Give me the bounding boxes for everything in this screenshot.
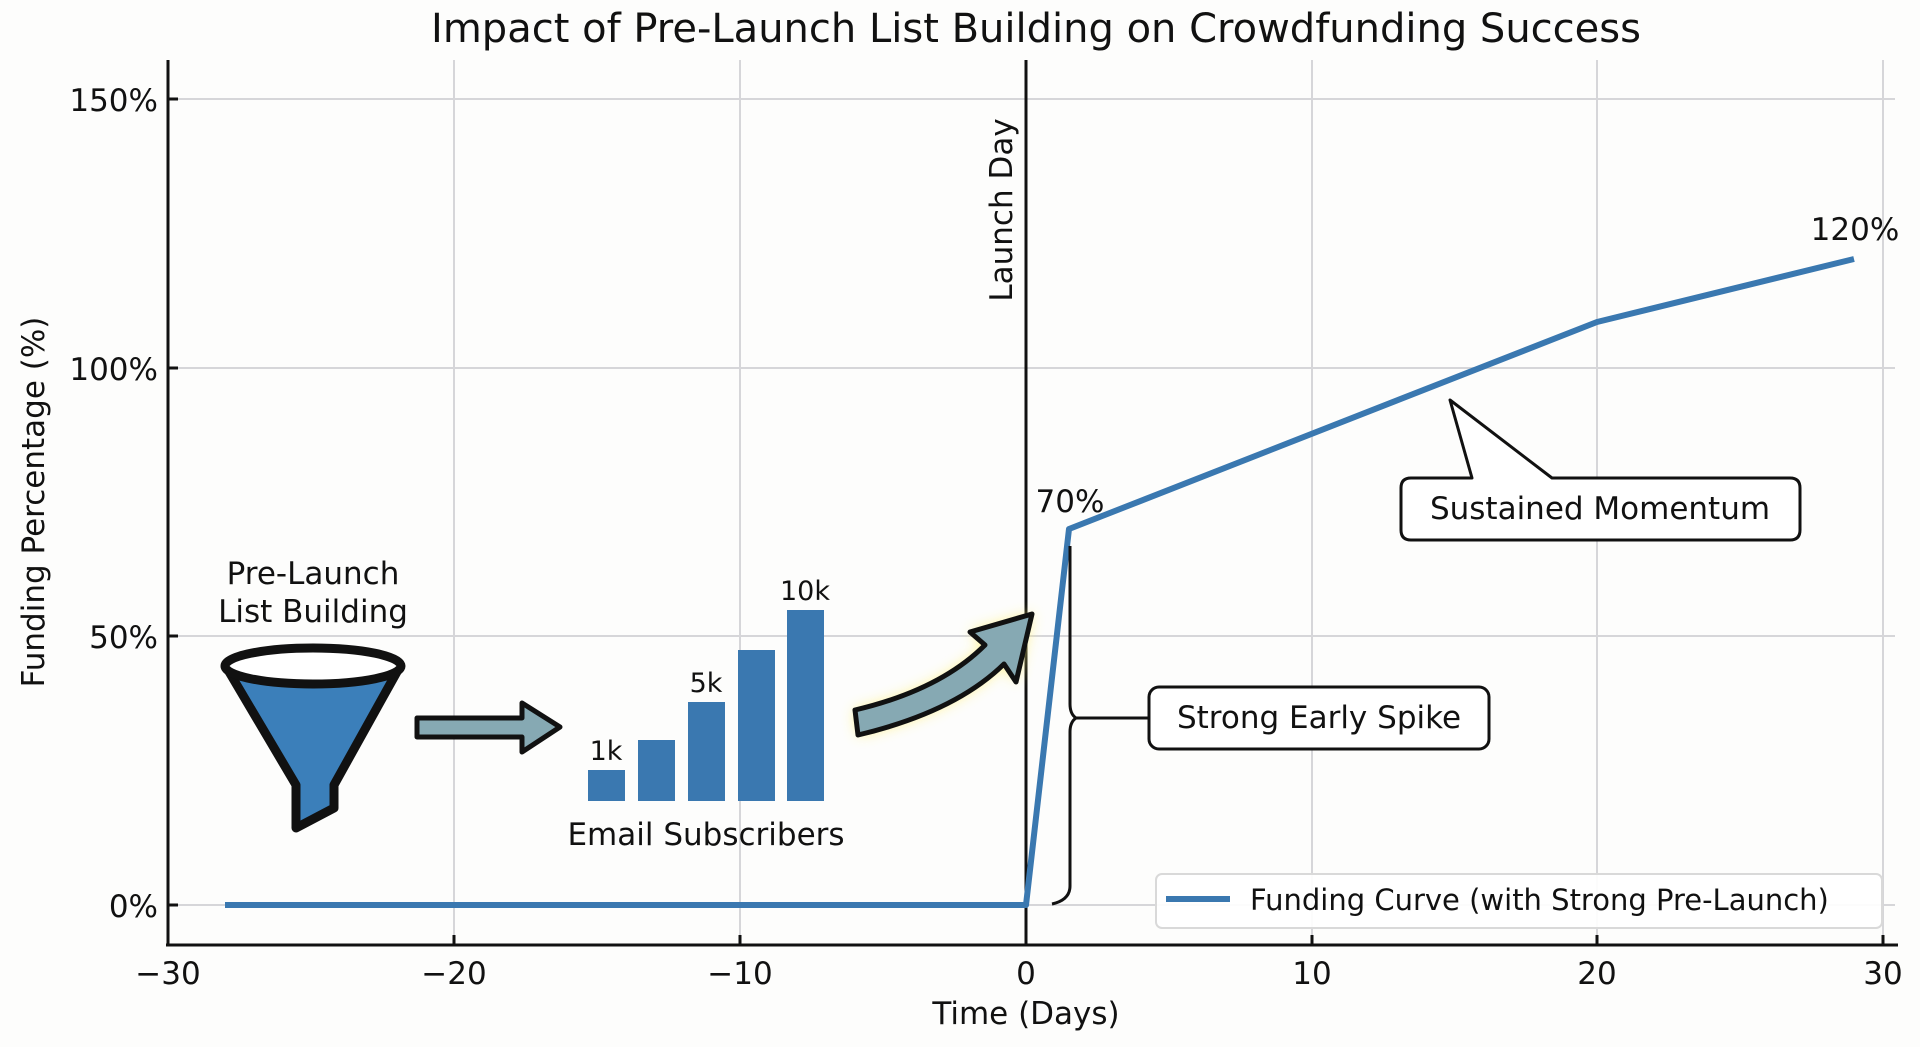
funnel-label-line2: List Building bbox=[218, 594, 408, 630]
email-subscribers-label: Email Subscribers bbox=[567, 817, 844, 853]
funnel-icon bbox=[220, 643, 406, 833]
curved-arrow-icon bbox=[852, 611, 1035, 738]
x-axis-label: Time (Days) bbox=[931, 996, 1119, 1032]
svg-text:0: 0 bbox=[1016, 956, 1036, 992]
spike-brace bbox=[1051, 546, 1079, 906]
svg-text:0%: 0% bbox=[109, 889, 158, 925]
svg-text:10: 10 bbox=[1292, 956, 1331, 992]
svg-text:30: 30 bbox=[1863, 956, 1902, 992]
annotation-120: 120% bbox=[1811, 212, 1900, 248]
axes bbox=[166, 60, 1898, 947]
email-subscriber-bars bbox=[588, 610, 824, 801]
legend-label: Funding Curve (with Strong Pre-Launch) bbox=[1250, 883, 1829, 917]
x-tick-labels: −30 −20 −10 0 10 20 30 bbox=[135, 956, 1902, 992]
annotation-70: 70% bbox=[1036, 484, 1105, 520]
bar-label-1k: 1k bbox=[590, 736, 623, 767]
y-axis-label: Funding Percentage (%) bbox=[16, 317, 52, 688]
bar-label-10k: 10k bbox=[780, 576, 830, 607]
spike-callout-text: Strong Early Spike bbox=[1177, 700, 1461, 736]
svg-text:−10: −10 bbox=[707, 956, 772, 992]
spike-callout-box bbox=[1147, 685, 1491, 751]
arrow-right-icon bbox=[414, 700, 563, 755]
funding-curve-line bbox=[225, 256, 1855, 908]
svg-text:−30: −30 bbox=[135, 956, 200, 992]
funnel-label-line1: Pre-Launch bbox=[227, 556, 400, 592]
legend: Funding Curve (with Strong Pre-Launch) bbox=[1155, 873, 1883, 929]
svg-text:100%: 100% bbox=[69, 352, 158, 388]
bar-label-5k: 5k bbox=[690, 668, 723, 699]
chart-title: Impact of Pre-Launch List Building on Cr… bbox=[431, 6, 1641, 52]
svg-text:20: 20 bbox=[1577, 956, 1616, 992]
svg-text:150%: 150% bbox=[69, 83, 158, 119]
svg-text:50%: 50% bbox=[89, 620, 158, 656]
svg-text:−20: −20 bbox=[421, 956, 486, 992]
launch-day-label: Launch Day bbox=[984, 118, 1020, 301]
y-tick-labels: 150% 100% 50% 0% bbox=[69, 83, 158, 925]
momentum-callout-text: Sustained Momentum bbox=[1430, 491, 1770, 527]
momentum-callout bbox=[1399, 398, 1802, 542]
